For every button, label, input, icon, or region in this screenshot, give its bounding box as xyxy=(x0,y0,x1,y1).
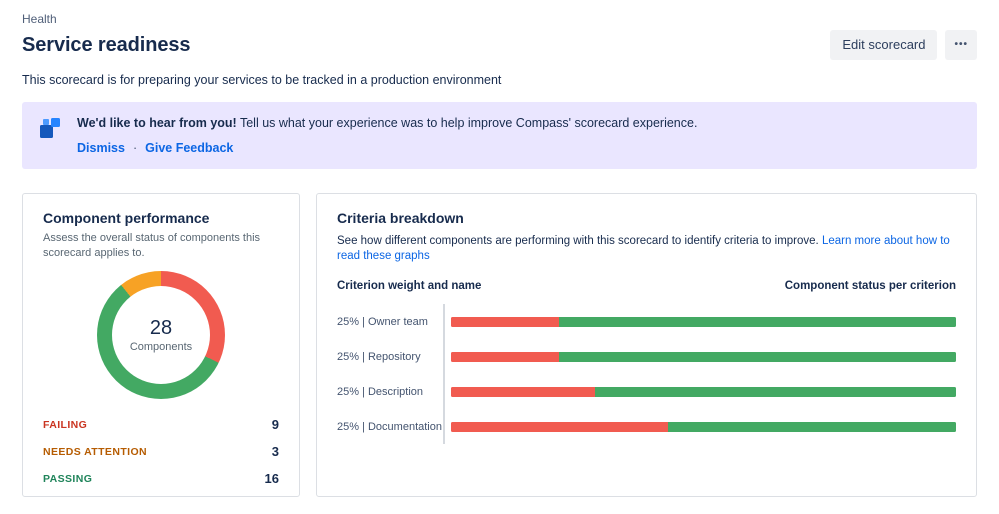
criterion-name-header: Criterion weight and name xyxy=(337,280,482,292)
dot-separator: · xyxy=(132,141,138,155)
compass-icon xyxy=(38,116,62,140)
banner-body: We'd like to hear from you! Tell us what… xyxy=(77,115,697,156)
criterion-label: 25% | Owner team xyxy=(337,315,428,328)
stacked-bar xyxy=(451,421,956,432)
criterion-bar-track xyxy=(443,374,956,409)
criterion-bar-track xyxy=(443,409,956,444)
legend-value-failing: 9 xyxy=(271,417,279,432)
dismiss-link[interactable]: Dismiss xyxy=(77,141,125,155)
donut-center-label: Components xyxy=(129,341,193,353)
donut-center-value: 28 xyxy=(149,317,173,339)
bar-segment-failing xyxy=(451,386,596,397)
header-actions: Edit scorecard ••• xyxy=(830,30,977,60)
more-options-button[interactable]: ••• xyxy=(945,30,977,60)
breadcrumb[interactable]: Health xyxy=(22,12,57,26)
page-description: This scorecard is for preparing your ser… xyxy=(22,73,502,87)
legend-label-needs-attention: NEEDS ATTENTION xyxy=(43,445,148,458)
stacked-bar xyxy=(451,386,956,397)
donut-hole: 28 Components xyxy=(112,286,210,384)
banner-links: Dismiss · Give Feedback xyxy=(77,140,697,156)
bar-segment-passing xyxy=(595,386,956,397)
page-title: Service readiness xyxy=(22,33,191,56)
bar-segment-failing xyxy=(451,421,668,432)
criterion-row-repository: 25% | Repository xyxy=(337,339,956,374)
legend-value-passing: 16 xyxy=(264,471,279,486)
criterion-row-description: 25% | Description xyxy=(337,374,956,409)
edit-scorecard-button[interactable]: Edit scorecard xyxy=(830,30,938,60)
bar-segment-failing xyxy=(451,351,560,362)
bar-segment-passing xyxy=(667,421,956,432)
component-performance-card: Component performance Assess the overall… xyxy=(22,193,300,497)
feedback-banner: We'd like to hear from you! Tell us what… xyxy=(22,102,977,169)
legend-label-passing: PASSING xyxy=(43,472,93,485)
legend-row-passing: PASSING 16 xyxy=(43,465,279,492)
criterion-label: 25% | Description xyxy=(337,385,424,398)
criteria-card-title: Criteria breakdown xyxy=(337,210,464,226)
banner-message: Tell us what your experience was to help… xyxy=(239,116,698,130)
component-status-header: Component status per criterion xyxy=(784,280,956,292)
criteria-rows: 25% | Owner team 25% | Repository xyxy=(337,304,956,444)
criteria-column-headers: Criterion weight and name Component stat… xyxy=(337,280,956,292)
legend-value-needs-attention: 3 xyxy=(271,444,279,459)
give-feedback-link[interactable]: Give Feedback xyxy=(145,141,234,155)
banner-text: We'd like to hear from you! Tell us what… xyxy=(77,115,697,131)
learn-more-link[interactable]: Learn more about how to read these graph… xyxy=(337,235,950,262)
performance-card-title: Component performance xyxy=(43,210,210,226)
donut-chart: 28 Components xyxy=(97,271,225,399)
banner-headline: We'd like to hear from you! xyxy=(77,116,237,130)
criterion-label: 25% | Repository xyxy=(337,350,421,363)
performance-card-subtitle: Assess the overall status of components … xyxy=(43,232,261,259)
legend-row-failing: FAILING 9 xyxy=(43,411,279,438)
legend-label-failing: FAILING xyxy=(43,418,88,431)
scorecard-page: Health Service readiness Edit scorecard … xyxy=(22,12,977,497)
bar-segment-passing xyxy=(559,351,956,362)
criterion-row-owner-team: 25% | Owner team xyxy=(337,304,956,339)
bar-segment-passing xyxy=(559,316,956,327)
cards-row: Component performance Assess the overall… xyxy=(22,193,977,497)
donut-wrap: 28 Components xyxy=(43,271,279,399)
bar-segment-failing xyxy=(451,316,560,327)
criterion-row-documentation: 25% | Documentation xyxy=(337,409,956,444)
criteria-subtitle-text: See how different components are perform… xyxy=(337,235,819,247)
legend-row-needs-attention: NEEDS ATTENTION 3 xyxy=(43,438,279,465)
title-row: Service readiness Edit scorecard ••• xyxy=(22,30,977,60)
criterion-label: 25% | Documentation xyxy=(337,420,442,433)
criteria-card-subtitle: See how different components are perform… xyxy=(337,234,956,264)
donut-legend: FAILING 9 NEEDS ATTENTION 3 PASSING 16 xyxy=(43,411,279,492)
criterion-bar-track xyxy=(443,339,956,374)
stacked-bar xyxy=(451,316,956,327)
criteria-breakdown-card: Criteria breakdown See how different com… xyxy=(316,193,977,497)
stacked-bar xyxy=(451,351,956,362)
criterion-bar-track xyxy=(443,304,956,339)
